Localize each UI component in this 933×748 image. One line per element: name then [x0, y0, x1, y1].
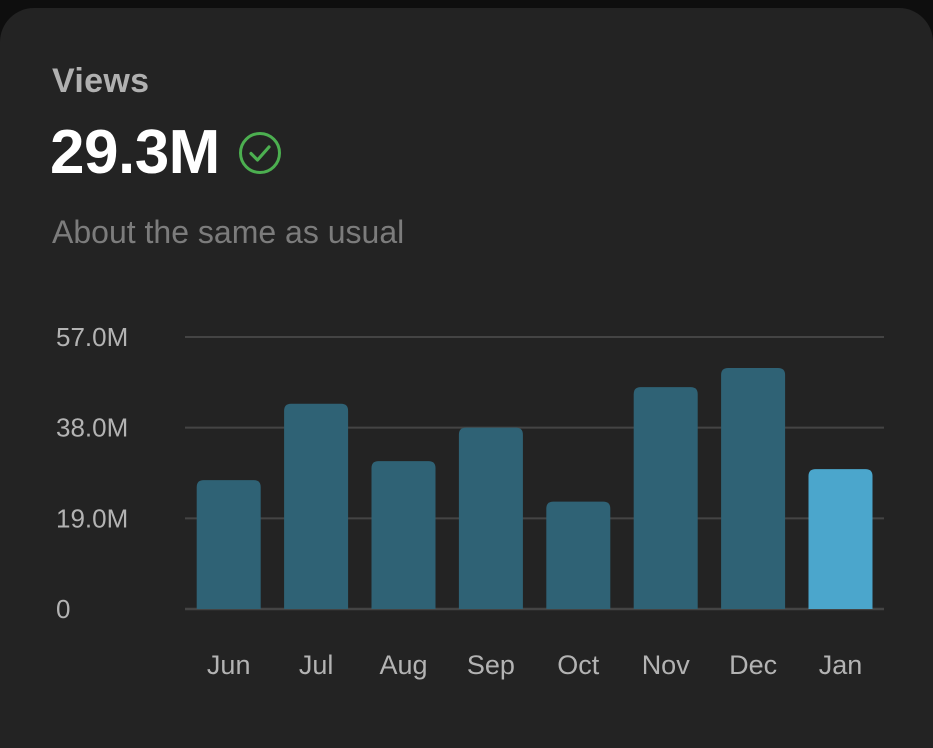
y-tick-label: 57.0M [56, 322, 128, 352]
metric-value-row: 29.3M [50, 122, 282, 184]
metric-subtitle: About the same as usual [52, 214, 405, 250]
bar-nov[interactable] [633, 387, 698, 609]
bar-dec[interactable] [721, 368, 786, 609]
metric-value: 29.3M [50, 118, 220, 187]
bars [196, 368, 873, 609]
x-tick-label: Sep [467, 650, 515, 680]
x-tick-label: Jul [299, 650, 334, 680]
y-axis-ticks: 0 19.0M 38.0M 57.0M [56, 322, 128, 624]
y-tick-label: 0 [56, 594, 70, 624]
bar-aug[interactable] [371, 461, 436, 609]
metric-label: Views [52, 62, 150, 100]
x-tick-label: Nov [642, 650, 691, 680]
bar-jun[interactable] [196, 480, 261, 609]
bar-jul[interactable] [284, 403, 349, 609]
y-tick-label: 19.0M [56, 503, 128, 533]
y-tick-label: 38.0M [56, 413, 128, 443]
views-bar-chart: 0 19.0M 38.0M 57.0M Jun Jul Aug Sep Oct Nov Dec Ja… [56, 322, 884, 680]
bar-jan[interactable] [808, 469, 873, 609]
x-tick-label: Jun [207, 650, 251, 680]
x-tick-label: Aug [379, 650, 427, 680]
x-tick-label: Jan [819, 650, 863, 680]
bar-oct[interactable] [546, 501, 611, 609]
x-tick-label: Dec [729, 650, 777, 680]
x-axis-labels: Jun Jul Aug Sep Oct Nov Dec Jan [207, 650, 862, 680]
x-tick-label: Oct [557, 650, 600, 680]
check-circle-icon [238, 131, 282, 175]
bar-sep[interactable] [458, 427, 523, 609]
